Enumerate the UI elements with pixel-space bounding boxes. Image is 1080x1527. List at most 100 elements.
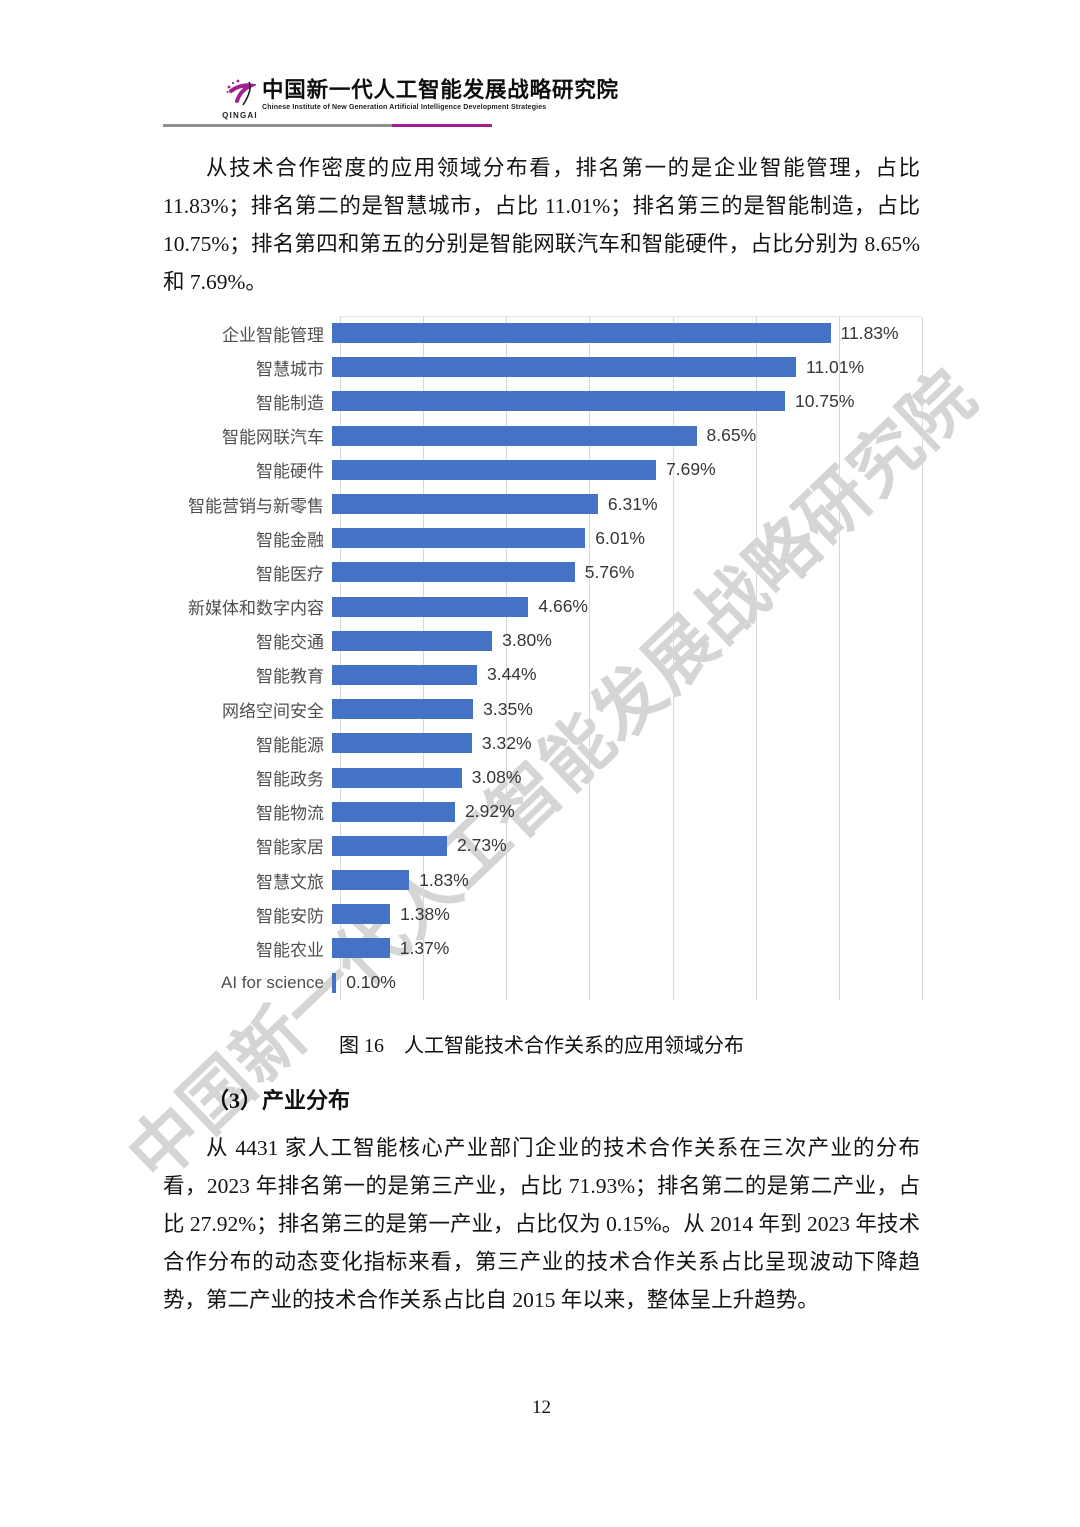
category-label: 智能医疗 [256,564,324,584]
bar [332,801,456,822]
bar-area: 6.31% [332,487,922,521]
value-label: 3.44% [486,664,537,685]
bar-area: 1.38% [332,897,922,931]
bar-row: 智能营销与新零售 6.31% [182,487,922,521]
bar-area: 3.08% [332,760,922,794]
bar-area: 3.32% [332,726,922,760]
category-label: 智能营销与新零售 [188,496,324,516]
category-label: 企业智能管理 [222,325,324,345]
value-label: 3.08% [471,767,522,788]
category-label: 智能金融 [256,530,324,550]
bar [332,357,796,378]
value-label: 1.83% [419,869,469,890]
bar-area: 1.37% [332,931,922,965]
bar-area: 8.65% [332,419,922,453]
gridline [922,317,923,1000]
category-label: 智能网联汽车 [222,428,324,448]
value-label: 11.01% [805,356,865,377]
bar-row: 智能制造 10.75% [182,384,922,418]
bar-row: 智能硬件 7.69% [182,453,922,487]
bar [332,904,391,925]
value-label: 2.73% [457,835,507,856]
bar [332,870,410,891]
bar [332,425,697,446]
bar-area: 3.35% [332,692,922,726]
bar [332,699,474,720]
value-label: 2.92% [465,801,515,822]
value-label: 1.37% [399,937,450,958]
bar-row: 智能物流 2.92% [182,795,922,829]
value-label: 6.01% [595,527,645,548]
bar [332,528,586,549]
bar-area: 5.76% [332,555,922,589]
section-heading: （3）产业分布 [207,1087,351,1113]
bar-area: 3.80% [332,624,922,658]
bar-area: 11.83% [332,316,922,350]
bar [332,972,337,993]
value-label: 3.32% [481,732,532,753]
bar [332,494,598,515]
bar-chart: 企业智能管理 11.83% 智慧城市 11.01% 智能制造 10.75% 智能网联汽车 8.… [182,316,923,1000]
bar-row: 智能安防 1.38% [182,897,922,931]
category-label: 智能家居 [256,838,324,858]
paragraph-industry-distribution: 从 4431 家人工智能核心产业部门企业的技术合作关系在三次产业的分布看，202… [163,1135,920,1312]
category-label: 智能政务 [256,770,324,790]
category-label: 智能安防 [256,906,324,926]
bar [332,938,390,959]
bar-row: 智能医疗 5.76% [182,555,922,589]
bar [332,459,657,480]
bar-row: 智能教育 3.44% [182,658,922,692]
bar-row: 智能金融 6.01% [182,521,922,555]
bar-area: 4.66% [332,590,922,624]
bar [332,562,575,583]
bar-row: 智能能源 3.32% [182,726,922,760]
bar [332,835,448,856]
bar-row: AI for science 0.10% [182,966,922,1000]
bar-area: 6.01% [332,521,922,555]
bar-area: 2.92% [332,795,922,829]
institute-logo-mark: QINGAI [222,78,258,120]
page-header: QINGAI 中国新一代人工智能发展战略研究院 Chinese Institut… [163,0,920,127]
bar [332,630,493,651]
institute-name-block: 中国新一代人工智能发展战略研究院 Chinese Institute of Ne… [262,78,619,111]
category-label: 智慧城市 [256,359,324,379]
bar-row: 智能家居 2.73% [182,829,922,863]
value-label: 10.75% [795,390,855,411]
value-label: 4.66% [538,596,588,617]
page-content: QINGAI 中国新一代人工智能发展战略研究院 Chinese Institut… [163,0,923,1418]
value-label: 6.31% [607,493,658,514]
paragraph-application-distribution: 从技术合作密度的应用领域分布看，排名第一的是企业智能管理，占比 11.83%；排… [163,156,920,294]
category-label: 智能交通 [256,633,324,653]
header-rule [163,124,492,127]
value-label: 3.35% [483,698,533,719]
category-label: 网络空间安全 [222,701,324,721]
bar-row: 网络空间安全 3.35% [182,692,922,726]
category-label: 智能教育 [256,667,324,687]
page-number: 12 [532,1396,551,1418]
bar-row: 智能网联汽车 8.65% [182,419,922,453]
bar [332,733,472,754]
bar-area: 0.10% [332,966,922,1000]
bar-area: 2.73% [332,829,922,863]
bar-row: 智慧文旅 1.83% [182,863,922,897]
header-rule-gray-segment [163,124,392,127]
institute-logo-icon [226,79,258,106]
bar-row: 新媒体和数字内容 4.66% [182,590,922,624]
value-label: 3.80% [502,630,552,651]
bar-row: 智能政务 3.08% [182,760,922,794]
logo-acronym-text: QINGAI [222,111,258,120]
bar [332,767,462,788]
category-label: 智能物流 [256,804,324,824]
value-label: 1.38% [400,903,450,924]
category-label: 智能制造 [256,393,324,413]
value-label: 8.65% [706,425,757,446]
bar [332,596,529,617]
institute-name-en: Chinese Institute of New Generation Arti… [262,104,547,111]
category-label: 新媒体和数字内容 [188,599,324,619]
bar-area: 7.69% [332,453,922,487]
institute-logo: QINGAI 中国新一代人工智能发展战略研究院 Chinese Institut… [222,78,920,120]
category-label: 智能农业 [256,940,324,960]
bar [332,323,831,344]
value-label: 7.69% [666,459,716,480]
